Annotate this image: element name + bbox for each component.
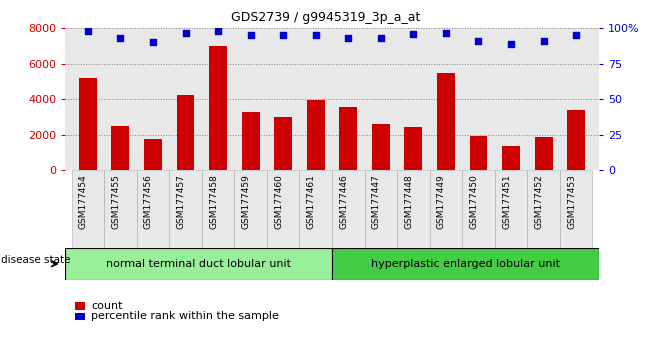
Text: GSM177459: GSM177459 (242, 174, 251, 229)
Bar (372, 124, 390, 170)
Point (538, 38, 549, 44)
Text: normal terminal duct lobular unit: normal terminal duct lobular unit (106, 259, 291, 269)
Text: GSM177451: GSM177451 (502, 174, 511, 229)
Bar (534, 137, 553, 170)
Text: GSM177447: GSM177447 (372, 174, 381, 229)
Bar (111, 126, 130, 170)
Text: GSM177452: GSM177452 (534, 174, 544, 229)
Bar (502, 146, 520, 170)
Text: percentile rank within the sample: percentile rank within the sample (91, 312, 279, 321)
Point (343, 35, 353, 41)
Text: count: count (91, 301, 122, 311)
FancyBboxPatch shape (527, 170, 560, 248)
Text: disease state: disease state (1, 255, 71, 265)
FancyBboxPatch shape (397, 170, 430, 248)
FancyBboxPatch shape (267, 170, 299, 248)
Bar (209, 46, 227, 170)
FancyBboxPatch shape (72, 170, 104, 248)
Text: GSM177453: GSM177453 (567, 174, 576, 229)
Text: GSM177457: GSM177457 (176, 174, 186, 229)
Bar (79, 78, 97, 170)
FancyBboxPatch shape (430, 170, 462, 248)
Point (148, 40, 158, 45)
FancyBboxPatch shape (137, 170, 169, 248)
Point (311, 33, 321, 38)
Text: hyperplastic enlarged lobular unit: hyperplastic enlarged lobular unit (371, 259, 560, 269)
FancyBboxPatch shape (169, 170, 202, 248)
Bar (307, 100, 325, 170)
FancyBboxPatch shape (299, 170, 332, 248)
Point (115, 35, 126, 41)
Text: GSM177456: GSM177456 (144, 174, 153, 229)
Bar (404, 127, 422, 170)
FancyBboxPatch shape (495, 170, 527, 248)
Bar (65, 248, 332, 280)
Point (180, 30, 191, 35)
Bar (332, 248, 599, 280)
Bar (437, 74, 455, 170)
Text: GSM177446: GSM177446 (339, 174, 348, 229)
Point (441, 30, 451, 35)
Point (376, 35, 386, 41)
Bar (567, 110, 585, 170)
Bar (339, 107, 357, 170)
FancyBboxPatch shape (462, 170, 495, 248)
Bar (176, 95, 195, 170)
Point (473, 38, 484, 44)
Text: GSM177455: GSM177455 (111, 174, 120, 229)
Point (213, 28, 223, 34)
FancyBboxPatch shape (104, 170, 137, 248)
Text: GSM177458: GSM177458 (209, 174, 218, 229)
Text: GSM177448: GSM177448 (404, 174, 413, 229)
Point (245, 33, 256, 38)
Point (571, 33, 581, 38)
Point (506, 41, 516, 47)
Text: GSM177449: GSM177449 (437, 174, 446, 229)
Point (408, 31, 419, 37)
Text: GSM177454: GSM177454 (79, 174, 88, 229)
FancyBboxPatch shape (234, 170, 267, 248)
Text: GDS2739 / g9945319_3p_a_at: GDS2739 / g9945319_3p_a_at (231, 11, 420, 24)
Bar (274, 117, 292, 170)
Point (83, 28, 93, 34)
Text: GSM177460: GSM177460 (274, 174, 283, 229)
Bar (469, 136, 488, 170)
FancyBboxPatch shape (202, 170, 234, 248)
FancyBboxPatch shape (560, 170, 592, 248)
FancyBboxPatch shape (332, 170, 365, 248)
Point (278, 33, 288, 38)
Bar (242, 113, 260, 170)
Bar (144, 139, 162, 170)
Text: GSM177450: GSM177450 (469, 174, 478, 229)
FancyBboxPatch shape (365, 170, 397, 248)
Text: GSM177461: GSM177461 (307, 174, 316, 229)
